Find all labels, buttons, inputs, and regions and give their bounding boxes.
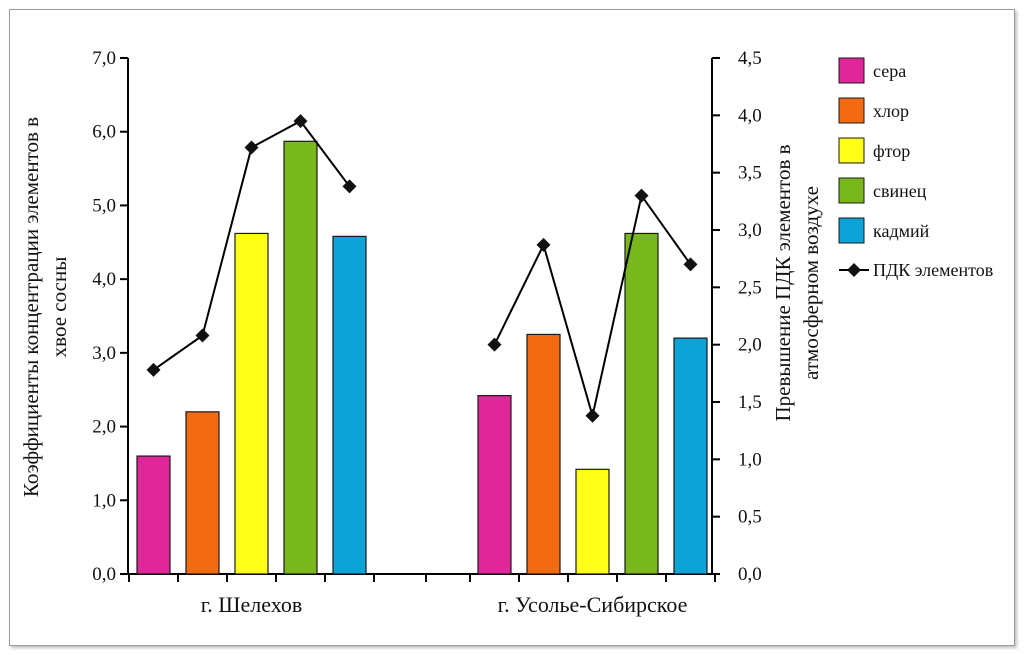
pdk-marker [487,337,502,352]
bar-свинец [283,140,318,575]
pdk-marker [195,328,210,343]
y-tick-label-left: 3,0 [92,343,116,364]
legend-label: фтор [873,141,910,161]
y-tick-label-right: 4,5 [738,48,762,69]
legend-swatch-хлор [838,97,865,124]
pdk-marker [683,257,698,272]
y-tick-label-right: 1,5 [738,392,762,413]
bar-хлор [185,411,220,575]
y-tick-label-right: 1,0 [738,449,762,470]
pdk-marker [146,362,161,377]
legend-marker [847,263,861,277]
y-axis-label-left: Коэффициенты концентрации элементов в хво… [19,117,71,497]
pdk-marker [244,140,259,155]
legend-swatch-кадмий [838,217,865,244]
y-tick-label-left: 0,0 [92,564,116,585]
bar-фтор [575,468,610,575]
y-tick-label-left: 2,0 [92,417,116,438]
y-axis-label-right: Превышение ПДК элементов в атмосферном во… [771,144,823,421]
y-tick-label-right: 0,0 [738,564,762,585]
bar-кадмий [673,337,708,575]
legend-label: хлор [873,101,909,121]
category-label: г. Усолье-Сибирское [498,592,688,617]
legend-label: сера [873,61,906,81]
pdk-marker [342,179,357,194]
legend-label: кадмий [873,221,930,241]
pdk-marker [293,114,308,129]
y-tick-label-right: 2,0 [738,335,762,356]
pdk-marker [585,408,600,423]
y-tick-label-right: 2,5 [738,277,762,298]
y-tick-label-right: 3,0 [738,220,762,241]
y-tick-label-left: 4,0 [92,269,116,290]
legend-swatch-свинец [838,177,865,204]
bar-хлор [526,333,561,575]
legend-label: ПДК элементов [873,260,993,280]
bar-свинец [624,232,659,575]
y-tick-label-left: 7,0 [92,48,116,69]
y-tick-label-left: 6,0 [92,122,116,143]
y-tick-label-left: 5,0 [92,195,116,216]
y-tick-label-right: 4,0 [738,105,762,126]
legend-swatch-фтор [838,137,865,164]
y-tick-label-right: 3,5 [738,163,762,184]
bar-сера [136,455,171,575]
bar-кадмий [332,235,367,575]
category-label: г. Шелехов [201,592,303,617]
pdk-marker [634,188,649,203]
bar-фтор [234,232,269,575]
pdk-marker [536,237,551,252]
bar-сера [477,395,512,575]
legend-label: свинец [873,181,927,201]
pdk-line [493,193,692,417]
y-tick-label-left: 1,0 [92,490,116,511]
legend-swatch-сера [838,57,865,84]
y-tick-label-right: 0,5 [738,507,762,528]
